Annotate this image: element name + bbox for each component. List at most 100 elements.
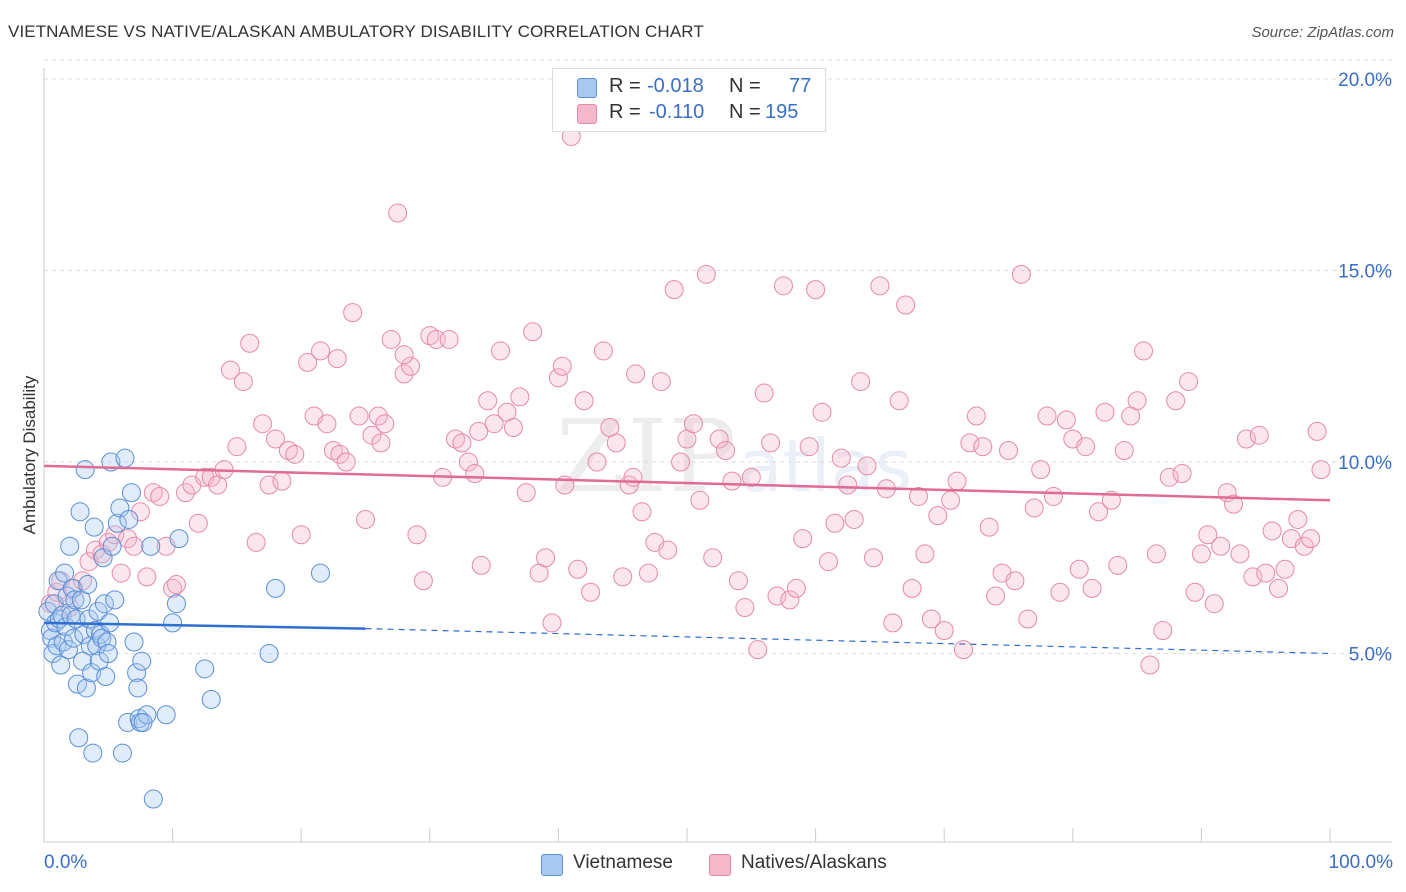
natives-alaskans-point bbox=[574, 391, 594, 411]
y-tick-labels: 5.0% 10.0% 15.0% 20.0% bbox=[1338, 70, 1392, 666]
natives-alaskans-point bbox=[1146, 544, 1166, 564]
natives-alaskans-point bbox=[552, 356, 572, 376]
natives-alaskans-point bbox=[1311, 460, 1331, 480]
natives-alaskans-point bbox=[658, 540, 678, 560]
vietnamese-point bbox=[64, 628, 84, 648]
natives-alaskans-point bbox=[587, 452, 607, 472]
vietnamese-point bbox=[69, 728, 89, 748]
natives-alaskans-point bbox=[844, 509, 864, 529]
natives-alaskans-point bbox=[626, 364, 646, 384]
bottom-legend-swatch-blue bbox=[541, 854, 563, 876]
vietnamese-point bbox=[107, 513, 127, 533]
natives-alaskans-point bbox=[1179, 372, 1199, 392]
y-tick-label: 5.0% bbox=[1349, 645, 1392, 666]
natives-alaskans-point bbox=[799, 437, 819, 457]
natives-alaskans-point bbox=[317, 414, 337, 434]
natives-alaskans-point bbox=[523, 322, 543, 342]
natives-alaskans-point bbox=[240, 333, 260, 353]
natives-alaskans-point bbox=[623, 467, 643, 487]
natives-alaskans-point bbox=[111, 563, 131, 583]
vietnamese-point bbox=[141, 536, 161, 556]
natives-alaskans-point bbox=[516, 483, 536, 503]
natives-alaskans-point bbox=[1256, 563, 1276, 583]
natives-alaskans-point bbox=[728, 571, 748, 591]
natives-alaskans-point bbox=[1076, 437, 1096, 457]
natives-alaskans-point bbox=[368, 406, 388, 426]
bottom-legend-swatch-pink bbox=[709, 854, 731, 876]
natives-alaskans-point bbox=[716, 441, 736, 461]
vietnamese-point bbox=[195, 659, 215, 679]
natives-alaskans-point bbox=[786, 578, 806, 598]
natives-alaskans-point bbox=[806, 280, 826, 300]
natives-alaskans-point bbox=[298, 352, 318, 372]
natives-alaskans-point bbox=[253, 414, 273, 434]
vietnamese-point bbox=[156, 705, 176, 725]
vietnamese-point bbox=[60, 536, 80, 556]
natives-alaskans-point bbox=[471, 555, 491, 575]
natives-alaskans-point bbox=[773, 276, 793, 296]
natives-alaskans-point bbox=[915, 544, 935, 564]
natives-alaskans-point bbox=[831, 448, 851, 468]
natives-alaskans-point bbox=[902, 578, 922, 598]
vietnamese-point bbox=[38, 601, 58, 621]
vietnamese-point bbox=[78, 575, 98, 595]
natives-alaskans-point bbox=[1269, 578, 1289, 598]
y-tick-label: 20.0% bbox=[1338, 70, 1392, 91]
natives-alaskans-point bbox=[349, 406, 369, 426]
natives-alaskans-point bbox=[394, 345, 414, 365]
natives-alaskans-point bbox=[259, 475, 279, 495]
vietnamese-point bbox=[76, 678, 96, 698]
natives-alaskans-point bbox=[1301, 529, 1321, 549]
natives-alaskans-point bbox=[265, 429, 285, 449]
natives-alaskans-point bbox=[1134, 341, 1154, 361]
natives-alaskans-point bbox=[1224, 494, 1244, 514]
natives-alaskans-point bbox=[394, 364, 414, 384]
natives-alaskans-point bbox=[536, 548, 556, 568]
natives-alaskans-point bbox=[1114, 441, 1134, 461]
natives-alaskans-point bbox=[137, 567, 157, 587]
natives-alaskans-point bbox=[1082, 578, 1102, 598]
natives-alaskans-point bbox=[1230, 544, 1250, 564]
legend-r-label: R = bbox=[609, 101, 641, 123]
natives-alaskans-point bbox=[458, 452, 478, 472]
natives-alaskans-point bbox=[1275, 559, 1295, 579]
natives-alaskans-point bbox=[613, 567, 633, 587]
natives-alaskans-point bbox=[953, 640, 973, 660]
natives-alaskans-point bbox=[889, 391, 909, 411]
vietnamese-point bbox=[169, 529, 189, 549]
natives-alaskans-point bbox=[371, 433, 391, 453]
y-tick-label: 10.0% bbox=[1338, 453, 1392, 474]
natives-alaskans-point bbox=[651, 372, 671, 392]
watermark: ZIPatlas bbox=[556, 398, 912, 515]
vietnamese-point bbox=[82, 663, 102, 683]
natives-alaskans-point bbox=[908, 486, 928, 506]
vietnamese-point bbox=[119, 509, 139, 529]
legend-swatch-blue bbox=[577, 78, 597, 98]
natives-alaskans-point bbox=[754, 383, 774, 403]
vietnamese-point bbox=[55, 563, 75, 583]
natives-alaskans-point bbox=[896, 295, 916, 315]
natives-alaskans-point bbox=[452, 433, 472, 453]
natives-alaskans-point bbox=[1172, 463, 1192, 483]
natives-alaskans-point bbox=[960, 433, 980, 453]
natives-alaskans-point bbox=[1198, 525, 1218, 545]
natives-alaskans-point bbox=[118, 529, 138, 549]
natives-alaskans-point bbox=[336, 452, 356, 472]
natives-alaskans-point bbox=[870, 276, 890, 296]
natives-alaskans-point bbox=[671, 452, 691, 472]
vietnamese-point bbox=[166, 594, 186, 614]
vietnamese-point bbox=[70, 502, 90, 522]
correlation-legend: R = -0.018 N = 77 R = -0.110 N = 195 bbox=[552, 68, 826, 132]
natives-alaskans-point bbox=[632, 502, 652, 522]
natives-alaskans-point bbox=[703, 548, 723, 568]
natives-alaskans-point bbox=[1191, 544, 1211, 564]
natives-alaskans-point bbox=[696, 264, 716, 284]
natives-alaskans-point bbox=[163, 578, 183, 598]
natives-alaskans-point bbox=[1262, 521, 1282, 541]
vietnamese-point bbox=[105, 590, 125, 610]
vietnamese-point bbox=[259, 644, 279, 663]
natives-alaskans-point bbox=[857, 456, 877, 476]
natives-alaskans-point bbox=[928, 506, 948, 526]
vietnamese-point bbox=[65, 590, 85, 610]
natives-alaskans-point bbox=[356, 509, 375, 529]
